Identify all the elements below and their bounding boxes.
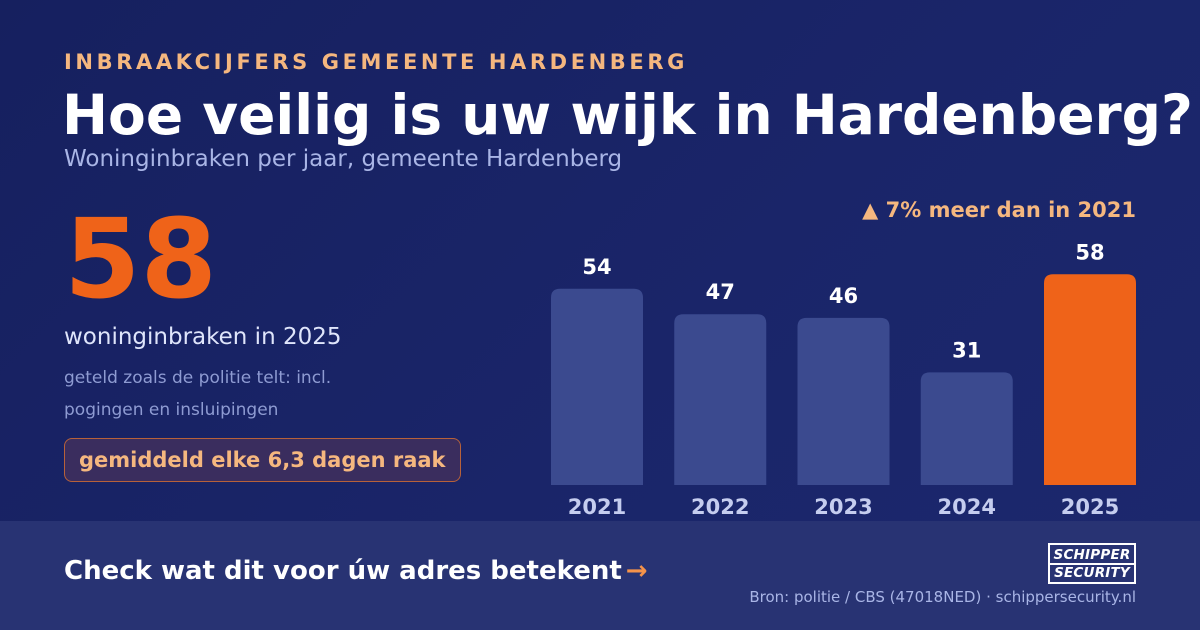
bar-2023	[797, 317, 890, 485]
bar-2025	[1044, 274, 1136, 485]
category-label-2023: 2023	[814, 495, 872, 519]
value-label-2025: 58	[1075, 240, 1104, 264]
bar-2022	[674, 314, 767, 485]
change-annotation: ▲ 7% meer dan in 2021	[862, 198, 1136, 222]
category-label-2024: 2024	[938, 495, 996, 519]
headline-label: woninginbraken in 2025	[64, 324, 342, 350]
bar-2021	[551, 288, 643, 485]
eyebrow-label: INBRAAKCIJFERS GEMEENTE HARDENBERG	[64, 50, 688, 74]
page-title: Hoe veilig is uw wijk in Hardenberg?	[62, 83, 1193, 147]
bar-2024	[920, 372, 1013, 485]
bottom-band	[0, 521, 1200, 630]
value-label-2023: 46	[829, 284, 858, 308]
value-label-2022: 47	[706, 280, 735, 304]
counting-note: geteld zoals de politie telt: incl. pogi…	[64, 368, 332, 420]
source-text: Bron: politie / CBS (47018NED) · schippe…	[749, 588, 1136, 606]
cta-link[interactable]: Check wat dit voor úw adres betekent →	[64, 556, 648, 586]
value-label-2021: 54	[582, 255, 611, 279]
page-subtitle: Woninginbraken per jaar, gemeente Harden…	[64, 146, 623, 172]
schipper-security-logo: SCHIPPER SECURITY	[1048, 543, 1136, 584]
headline-number: 58	[64, 195, 218, 323]
category-label-2022: 2022	[691, 495, 749, 519]
cta-text: Check wat dit voor úw adres betekent	[64, 556, 622, 586]
logo-line-2: SECURITY	[1050, 563, 1134, 581]
value-label-2024: 31	[952, 338, 981, 362]
arrow-right-icon: →	[625, 556, 648, 586]
category-label-2025: 2025	[1061, 495, 1119, 519]
frequency-pill: gemiddeld elke 6,3 dagen raak	[64, 438, 461, 482]
category-label-2021: 2021	[568, 495, 626, 519]
logo-line-1: SCHIPPER	[1053, 547, 1131, 563]
